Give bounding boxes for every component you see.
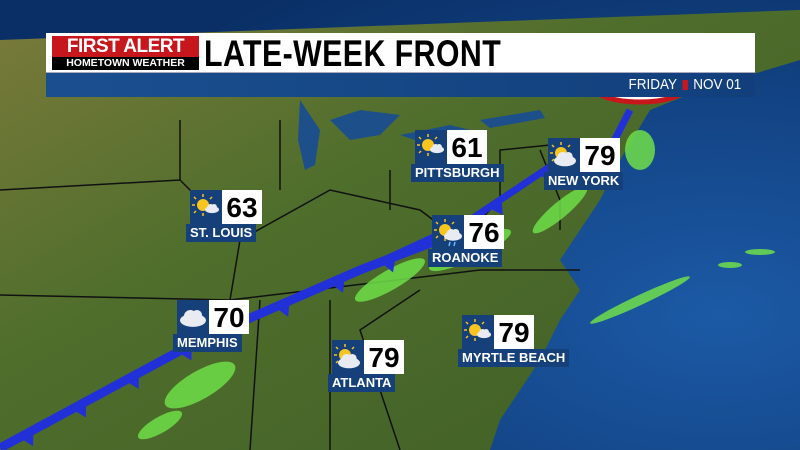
city-name: ATLANTA bbox=[328, 374, 396, 392]
mostly-sunny-icon bbox=[190, 190, 222, 224]
temperature: 79 bbox=[494, 315, 534, 349]
temperature: 79 bbox=[364, 340, 404, 374]
logo-top: FIRST ALERT bbox=[52, 36, 199, 57]
page-title: LATE-WEEK FRONT bbox=[204, 33, 502, 74]
front-triangle bbox=[330, 276, 345, 293]
front-triangle bbox=[124, 372, 140, 390]
front-triangle bbox=[380, 256, 396, 273]
front-triangle bbox=[275, 300, 290, 317]
logo-bottom: HOMETOWN WEATHER bbox=[66, 57, 185, 69]
temperature: 79 bbox=[580, 138, 620, 172]
temperature: 61 bbox=[447, 130, 487, 164]
title-banner: FIRST ALERT HOMETOWN WEATHER LATE-WEEK F… bbox=[46, 33, 755, 97]
partly-cloudy-icon bbox=[332, 340, 364, 374]
partly-sunny-icon bbox=[462, 315, 494, 349]
partly-cloudy-icon bbox=[548, 138, 580, 172]
temperature: 70 bbox=[209, 300, 249, 334]
sun-showers-icon bbox=[432, 215, 464, 249]
city-name: MYRTLE BEACH bbox=[458, 349, 570, 367]
date-display: FRIDAY NOV 01 bbox=[628, 73, 741, 97]
city-name: ROANOKE bbox=[428, 249, 503, 267]
front-triangle bbox=[488, 198, 503, 216]
front-triangle bbox=[19, 429, 34, 447]
first-alert-logo: FIRST ALERT HOMETOWN WEATHER bbox=[52, 36, 199, 70]
day: FRIDAY bbox=[628, 76, 677, 93]
city-name: MEMPHIS bbox=[173, 334, 242, 352]
cloudy-icon bbox=[177, 300, 209, 334]
city-name: PITTSBURGH bbox=[411, 164, 504, 182]
front-triangle bbox=[72, 401, 87, 418]
city-name: NEW YORK bbox=[544, 172, 624, 190]
temperature: 63 bbox=[222, 190, 262, 224]
separator-dot bbox=[682, 80, 688, 90]
temperature: 76 bbox=[464, 215, 504, 249]
partly-sunny-icon bbox=[415, 130, 447, 164]
date: NOV 01 bbox=[692, 76, 741, 93]
city-name: ST. LOUIS bbox=[186, 224, 257, 242]
